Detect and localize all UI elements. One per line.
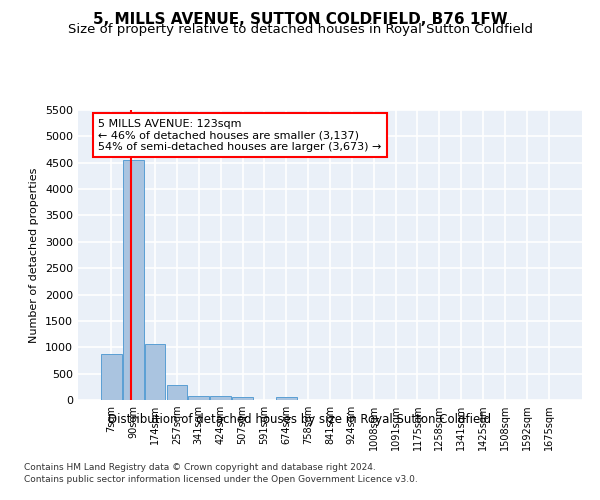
Bar bbox=[210, 396, 231, 400]
Text: Distribution of detached houses by size in Royal Sutton Coldfield: Distribution of detached houses by size … bbox=[109, 412, 491, 426]
Text: Contains public sector information licensed under the Open Government Licence v3: Contains public sector information licen… bbox=[24, 475, 418, 484]
Bar bbox=[123, 160, 143, 400]
Bar bbox=[145, 344, 166, 400]
Bar bbox=[232, 397, 253, 400]
Text: 5 MILLS AVENUE: 123sqm
← 46% of detached houses are smaller (3,137)
54% of semi-: 5 MILLS AVENUE: 123sqm ← 46% of detached… bbox=[98, 118, 382, 152]
Y-axis label: Number of detached properties: Number of detached properties bbox=[29, 168, 40, 342]
Bar bbox=[167, 384, 187, 400]
Text: Size of property relative to detached houses in Royal Sutton Coldfield: Size of property relative to detached ho… bbox=[67, 22, 533, 36]
Text: Contains HM Land Registry data © Crown copyright and database right 2024.: Contains HM Land Registry data © Crown c… bbox=[24, 462, 376, 471]
Text: 5, MILLS AVENUE, SUTTON COLDFIELD, B76 1FW: 5, MILLS AVENUE, SUTTON COLDFIELD, B76 1… bbox=[92, 12, 508, 28]
Bar bbox=[276, 397, 296, 400]
Bar bbox=[188, 396, 209, 400]
Bar bbox=[101, 354, 122, 400]
